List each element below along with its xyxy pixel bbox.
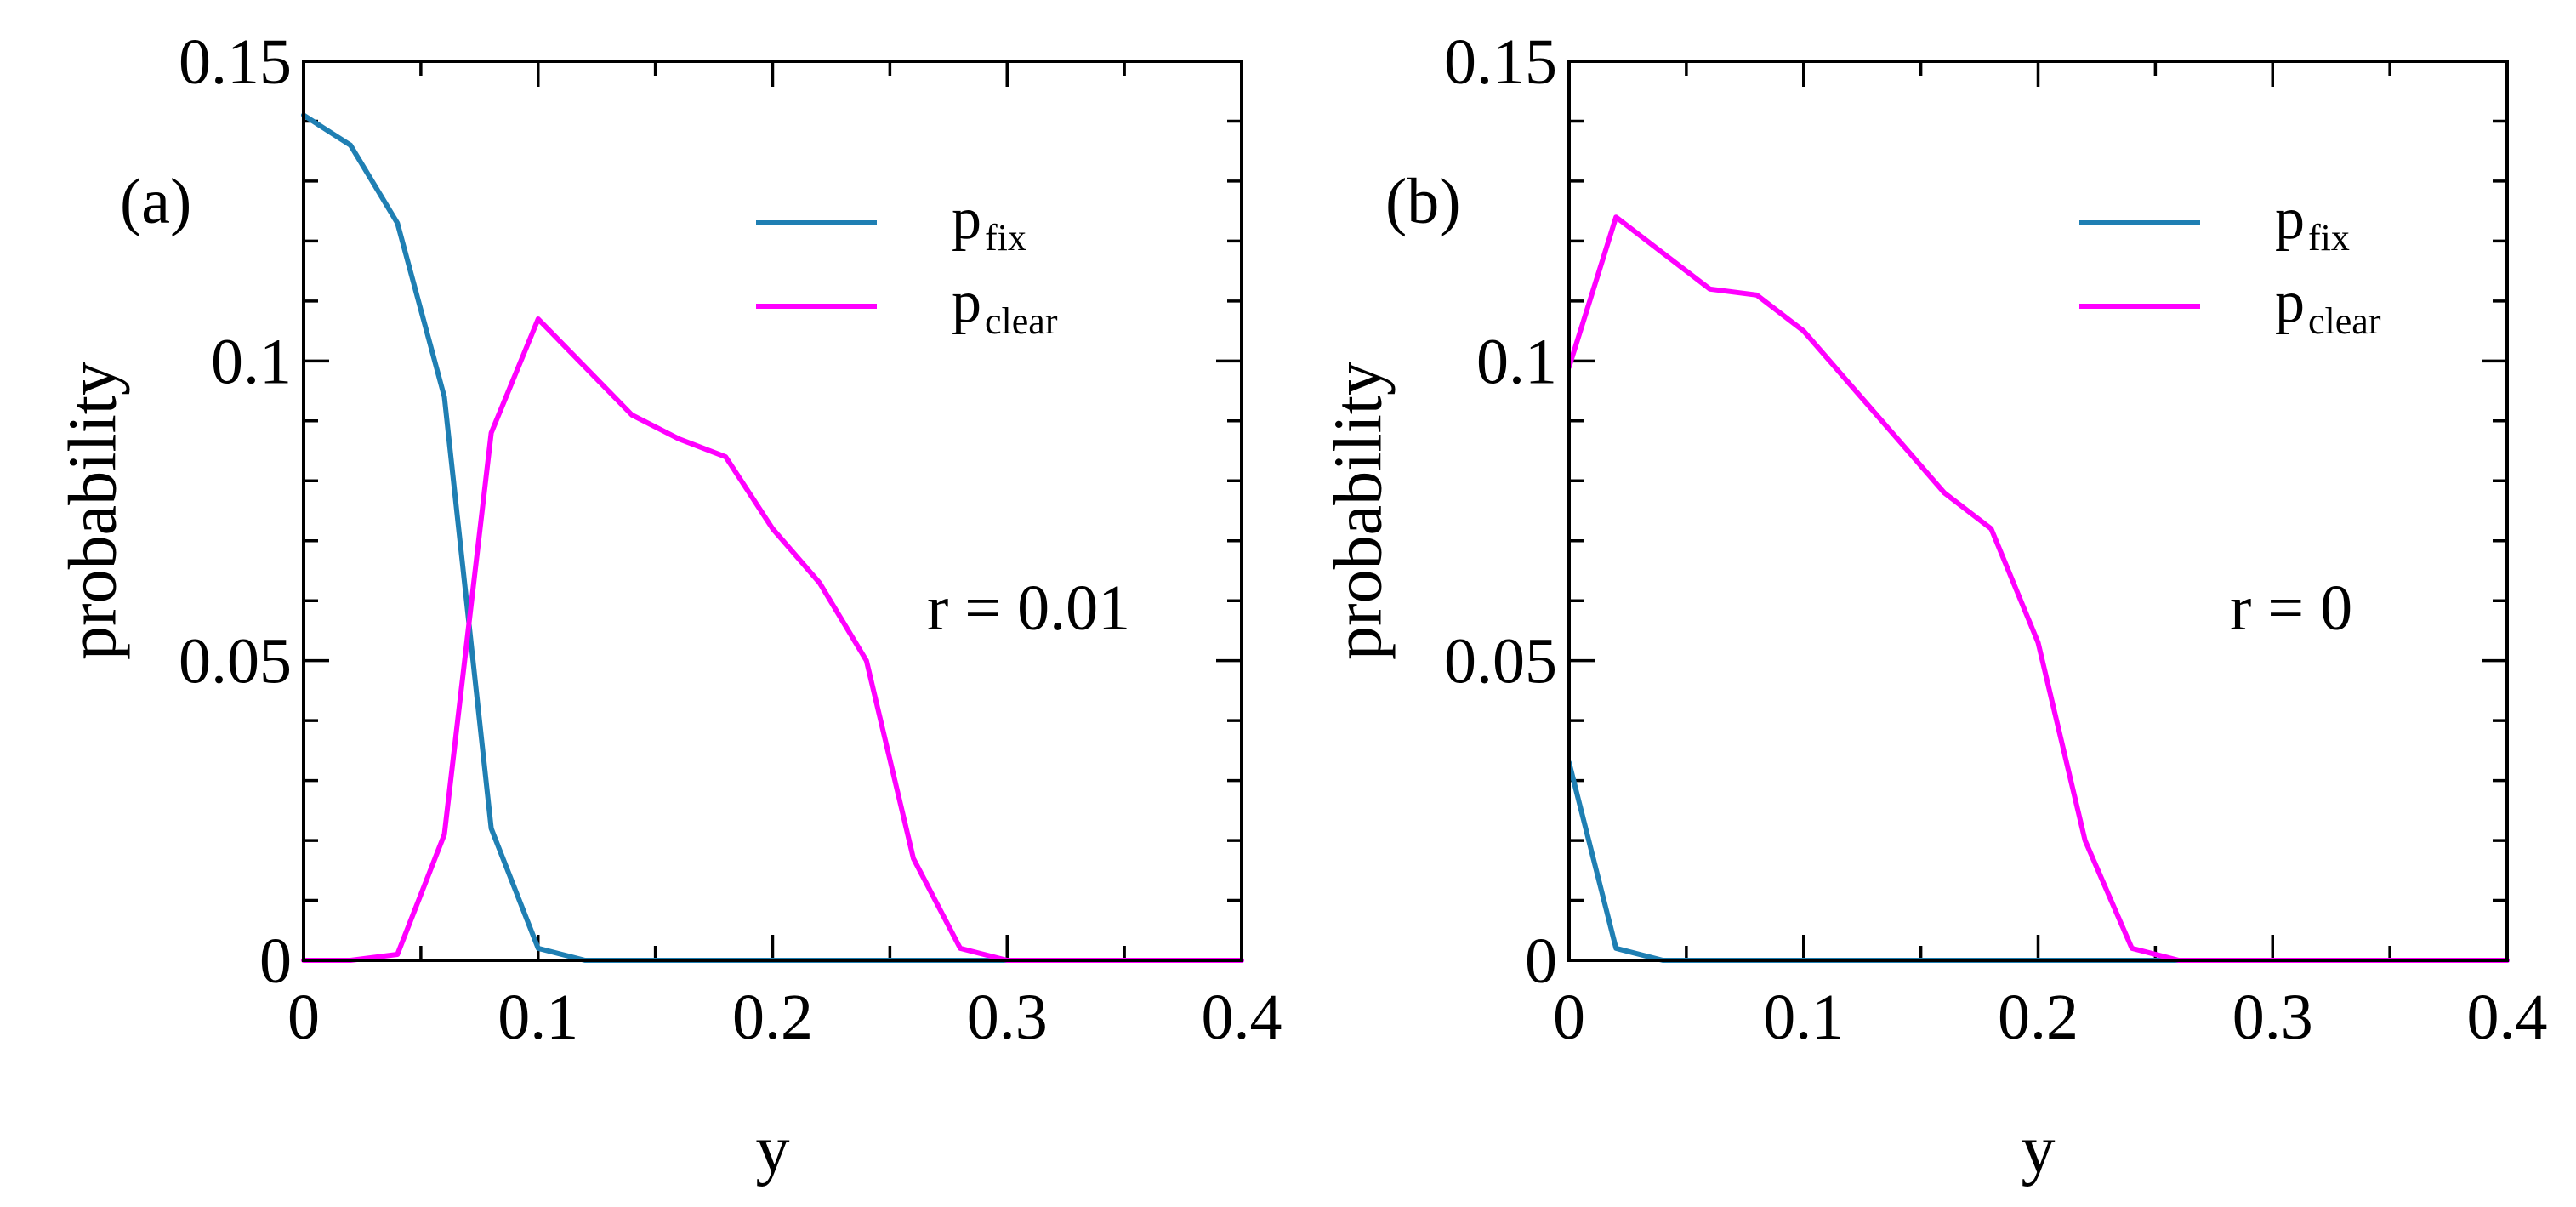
panel-a-label: (a) [120,166,191,237]
panel-b-x-tick-label: 0.1 [1763,982,1844,1053]
panel-b-x-tick-label: 0.3 [2232,982,2313,1053]
panel-a-x-tick-label: 0.2 [732,982,813,1053]
panel-b: 0 0.1 0.2 0.3 0.400.050.10.15 y probability … [1321,26,2547,1187]
panel-b-tick-labels: 0 0.1 0.2 0.3 0.4 0 0.05 0.1 0.15 [1444,26,2548,1053]
panel-b-ticks [1567,60,2509,962]
panel-a: 0 0.1 0.2 0.3 0.400.050.10.15 y probability … [55,26,1282,1187]
panel-a-x-tick-label: 0.3 [967,982,1048,1053]
panel-b-legend-subscript-p-clear: clear [2308,300,2381,342]
panel-a-y-tick-label: 0.1 [211,326,292,397]
panel-a-x-tick-label: 0.4 [1202,982,1282,1053]
panel-a-legend-subscript-p-clear: clear [985,300,1058,342]
panel-b-y-tick-label: 0.15 [1444,26,1557,98]
panel-a-y-tick-label: 0.05 [179,626,292,697]
panel-a-y-tick-label: 0 [259,925,292,997]
panel-b-frame [1567,60,2509,962]
panel-b-y-tick-label: 0.05 [1444,626,1557,697]
panel-b-legend-subscript-p-fix: fix [2308,217,2350,259]
panel-b-y-tick-label: 0 [1525,925,1557,997]
panel-b-x-axis-label: y [2022,1113,2056,1187]
panel-b-x-tick-label: 0.4 [2467,982,2548,1053]
panel-a-tick-labels: 0 0.1 0.2 0.3 0.4 0 0.05 0.1 0.15 [179,26,1282,1053]
panel-b-y-axis-label: probability [1321,362,1396,660]
panel-b-x-tick-label: 0.2 [1998,982,2078,1053]
panel-b-annotation: r = 0 [2230,572,2352,644]
panel-a-x-tick-label: 0 [287,982,320,1053]
panel-a-x-axis-label: y [756,1113,790,1187]
panel-a-x-tick-label: 0.1 [498,982,578,1053]
panel-a-legend-subscript-p-fix: fix [985,217,1026,259]
panel-a-y-axis-label: probability [55,362,130,660]
panel-b-label: (b) [1385,166,1461,237]
panel-b-x-tick-label: 0 [1553,982,1585,1053]
panel-a-frame [302,60,1243,962]
panel-b-y-tick-label: 0.1 [1476,326,1557,397]
panel-a-y-tick-label: 0.15 [179,26,292,98]
panel-a-annotation: r = 0.01 [927,572,1130,644]
